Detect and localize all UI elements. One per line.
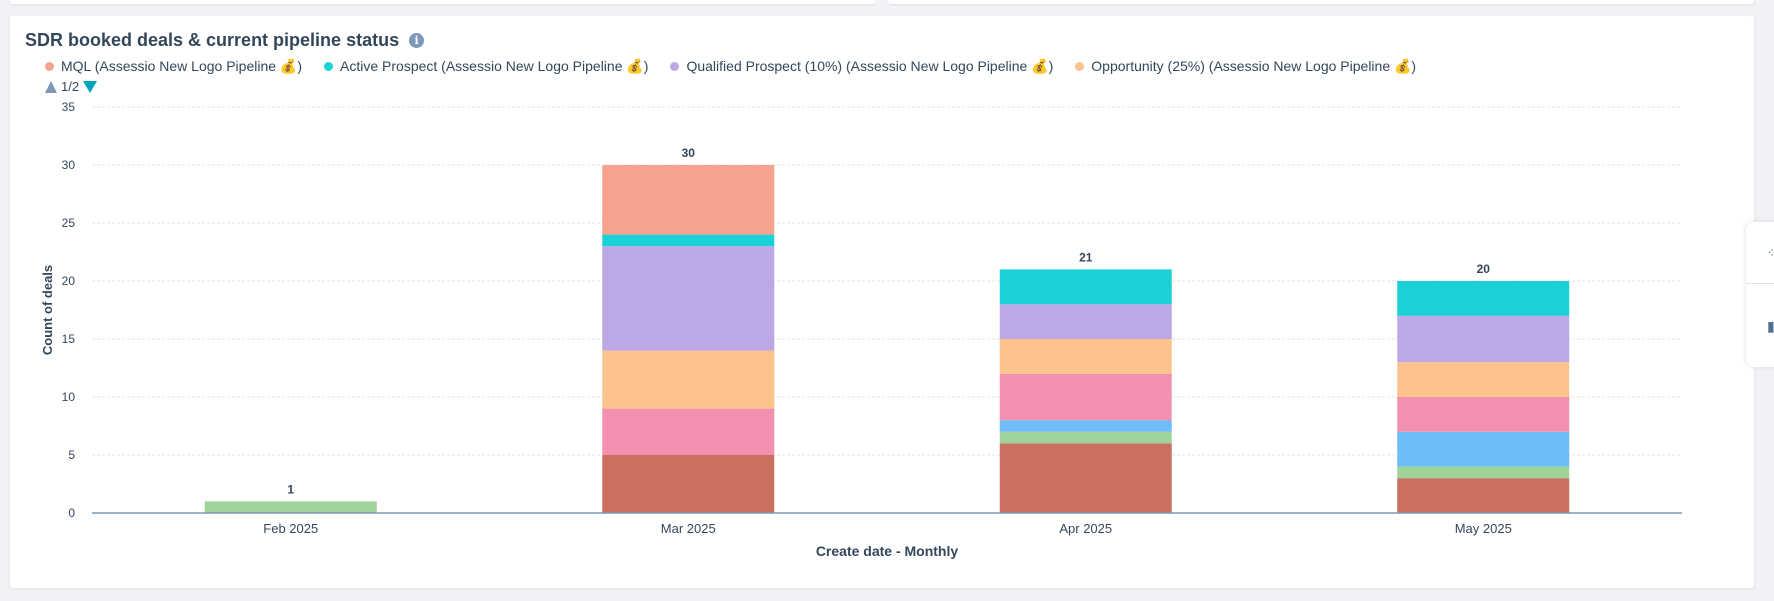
bar-segment[interactable] — [602, 455, 775, 513]
bar-total-label: 21 — [1079, 250, 1093, 264]
bar-segment[interactable] — [602, 234, 775, 247]
bar-segment[interactable] — [999, 431, 1172, 444]
bar-segment[interactable] — [602, 165, 775, 235]
y-tick-label: 10 — [62, 390, 76, 404]
y-tick-label: 35 — [62, 100, 76, 114]
y-tick-label: 20 — [62, 274, 76, 288]
x-tick-label: Apr 2025 — [1059, 521, 1112, 536]
pager-down-icon[interactable] — [83, 80, 98, 93]
legend-label-opportunity: Opportunity (25%) (Assessio New Logo Pip… — [1091, 58, 1417, 74]
legend-item-qualified-prospect[interactable]: Qualified Prospect (10%) (Assessio New L… — [670, 58, 1053, 75]
pager-up-icon[interactable] — [45, 80, 57, 93]
legend-label-mql: MQL (Assessio New Logo Pipeline 💰) — [61, 58, 303, 74]
bar-total-label: 30 — [682, 146, 696, 160]
y-tick-label: 30 — [62, 158, 76, 172]
y-tick-label: 5 — [68, 448, 75, 462]
legend-item-mql[interactable]: MQL (Assessio New Logo Pipeline 💰) — [45, 58, 302, 75]
bar-segment[interactable] — [999, 269, 1172, 305]
legend-item-active-prospect[interactable]: Active Prospect (Assessio New Logo Pipel… — [324, 58, 648, 75]
bar-segment[interactable] — [999, 443, 1172, 513]
legend: MQL (Assessio New Logo Pipeline 💰) Activ… — [45, 58, 1438, 75]
bar-segment[interactable] — [1397, 281, 1570, 316]
legend-pager: 1/2 — [45, 79, 98, 94]
y-tick-label: 0 — [68, 506, 75, 520]
bar-segment[interactable] — [1397, 478, 1570, 513]
bar-segment[interactable] — [1397, 431, 1570, 467]
bar-segment[interactable] — [999, 420, 1172, 432]
side-panel-tab[interactable] — [1746, 222, 1774, 367]
y-axis-title: Count of deals — [40, 265, 55, 355]
bar-segment[interactable] — [999, 304, 1172, 339]
y-tick-label: 25 — [62, 216, 76, 230]
bar-segment[interactable] — [1397, 315, 1570, 363]
x-tick-label: Feb 2025 — [263, 521, 318, 536]
pager-label: 1/2 — [61, 79, 80, 94]
bar-segment[interactable] — [602, 350, 775, 409]
bar-segment[interactable] — [999, 373, 1172, 421]
x-tick-label: Mar 2025 — [661, 521, 716, 536]
bar-segment[interactable] — [1397, 362, 1570, 397]
bar-segment[interactable] — [999, 339, 1172, 374]
legend-item-opportunity[interactable]: Opportunity (25%) (Assessio New Logo Pip… — [1075, 58, 1416, 75]
bar-total-label: 1 — [287, 482, 294, 496]
legend-label-qualified-prospect: Qualified Prospect (10%) (Assessio New L… — [686, 58, 1054, 74]
comment-icon[interactable]: ▮ — [1767, 318, 1774, 334]
top-card-right — [888, 0, 1754, 4]
legend-dot-opportunity — [1075, 62, 1085, 71]
x-tick-label: May 2025 — [1455, 521, 1512, 536]
legend-dot-active-prospect — [324, 62, 334, 71]
bar-total-label: 20 — [1477, 262, 1491, 276]
title-row: SDR booked deals & current pipeline stat… — [25, 30, 425, 51]
bar-segment[interactable] — [1397, 397, 1570, 432]
chart-title: SDR booked deals & current pipeline stat… — [25, 30, 400, 50]
x-axis-title: Create date - Monthly — [816, 543, 959, 559]
legend-label-active-prospect: Active Prospect (Assessio New Logo Pipel… — [340, 58, 649, 74]
top-card-left — [10, 0, 876, 4]
bar-segment[interactable] — [602, 246, 775, 351]
side-panel-divider — [1746, 283, 1774, 284]
info-icon[interactable]: i — [409, 33, 425, 48]
legend-dot-mql — [45, 62, 54, 71]
grid-icon[interactable]: ⁘ — [1767, 246, 1774, 260]
bar-segment[interactable] — [602, 408, 775, 455]
y-tick-label: 15 — [62, 332, 76, 346]
legend-dot-qualified-prospect — [670, 62, 680, 71]
bar-segment[interactable] — [204, 501, 377, 513]
bar-segment[interactable] — [1397, 466, 1570, 479]
